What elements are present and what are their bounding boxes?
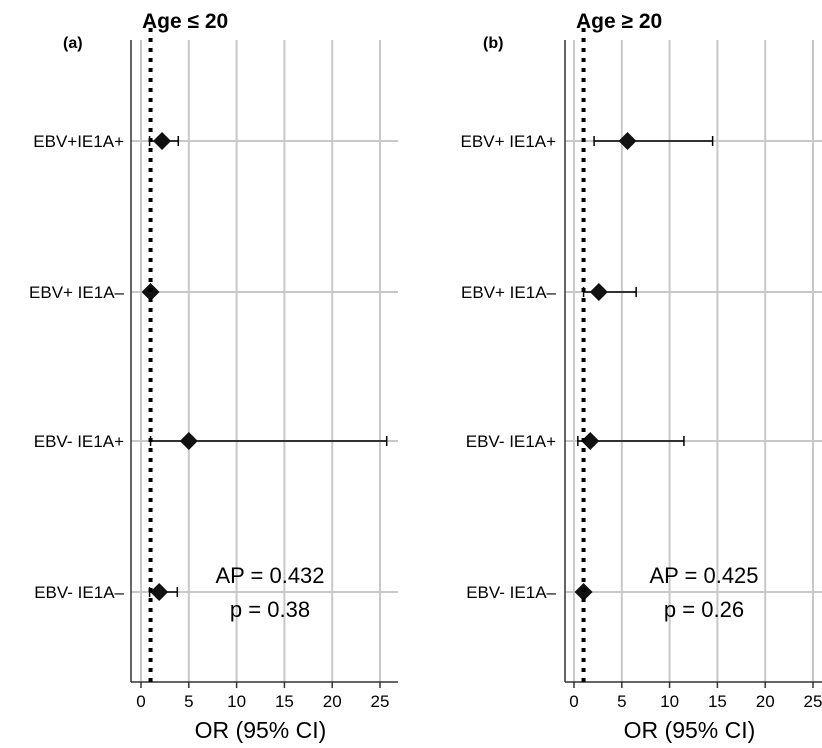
panel-a: 0 5 10 15 20 25 OR (95% CI) Age ≤ 20 (a) EBV+IE1A… — [29, 10, 398, 743]
annotation-ap: AP = 0.432 — [215, 563, 324, 588]
panel-title: Age ≤ 20 — [142, 10, 228, 33]
x-tick-label: 15 — [275, 692, 294, 711]
panel-b: 0 5 10 15 20 25 OR (95% CI) Age ≥ 20 (b) EBV+ IE1… — [461, 10, 822, 743]
x-tick-label: 5 — [617, 692, 626, 711]
row-label: EBV+ IE1A– — [461, 283, 557, 302]
or-point-diamond — [581, 432, 600, 450]
or-point-diamond — [618, 132, 637, 150]
x-tick-label: 20 — [756, 692, 775, 711]
x-tick-label: 10 — [227, 692, 246, 711]
or-point-diamond — [150, 583, 169, 601]
row-label: EBV- IE1A+ — [34, 432, 124, 451]
row-label: EBV+IE1A+ — [33, 132, 124, 151]
panel-label: (b) — [483, 35, 503, 52]
x-tick-label: 5 — [184, 692, 193, 711]
annotation-p-value: p = 0.38 — [230, 597, 310, 622]
or-point-diamond — [179, 432, 198, 450]
row-label: EBV+ IE1A+ — [461, 132, 557, 151]
x-axis-label: OR (95% CI) — [624, 717, 756, 743]
x-tick-label: 25 — [371, 692, 390, 711]
row-label: EBV- IE1A+ — [466, 432, 556, 451]
x-axis-label: OR (95% CI) — [195, 717, 327, 743]
annotation-p-value: p = 0.26 — [664, 597, 744, 622]
x-tick-label: 0 — [569, 692, 578, 711]
row-label: EBV- IE1A– — [466, 583, 556, 602]
x-tick-label: 25 — [804, 692, 822, 711]
row-label: EBV- IE1A– — [34, 583, 124, 602]
or-point-diamond — [589, 283, 608, 301]
annotation-ap: AP = 0.425 — [649, 563, 758, 588]
x-tick-label: 0 — [136, 692, 145, 711]
x-tick-label: 10 — [660, 692, 679, 711]
x-tick-label: 15 — [708, 692, 727, 711]
or-point-diamond — [153, 132, 172, 150]
row-label: EBV+ IE1A– — [29, 283, 125, 302]
x-tick-label: 20 — [323, 692, 342, 711]
panel-title: Age ≥ 20 — [576, 10, 662, 33]
panel-label: (a) — [63, 35, 83, 52]
